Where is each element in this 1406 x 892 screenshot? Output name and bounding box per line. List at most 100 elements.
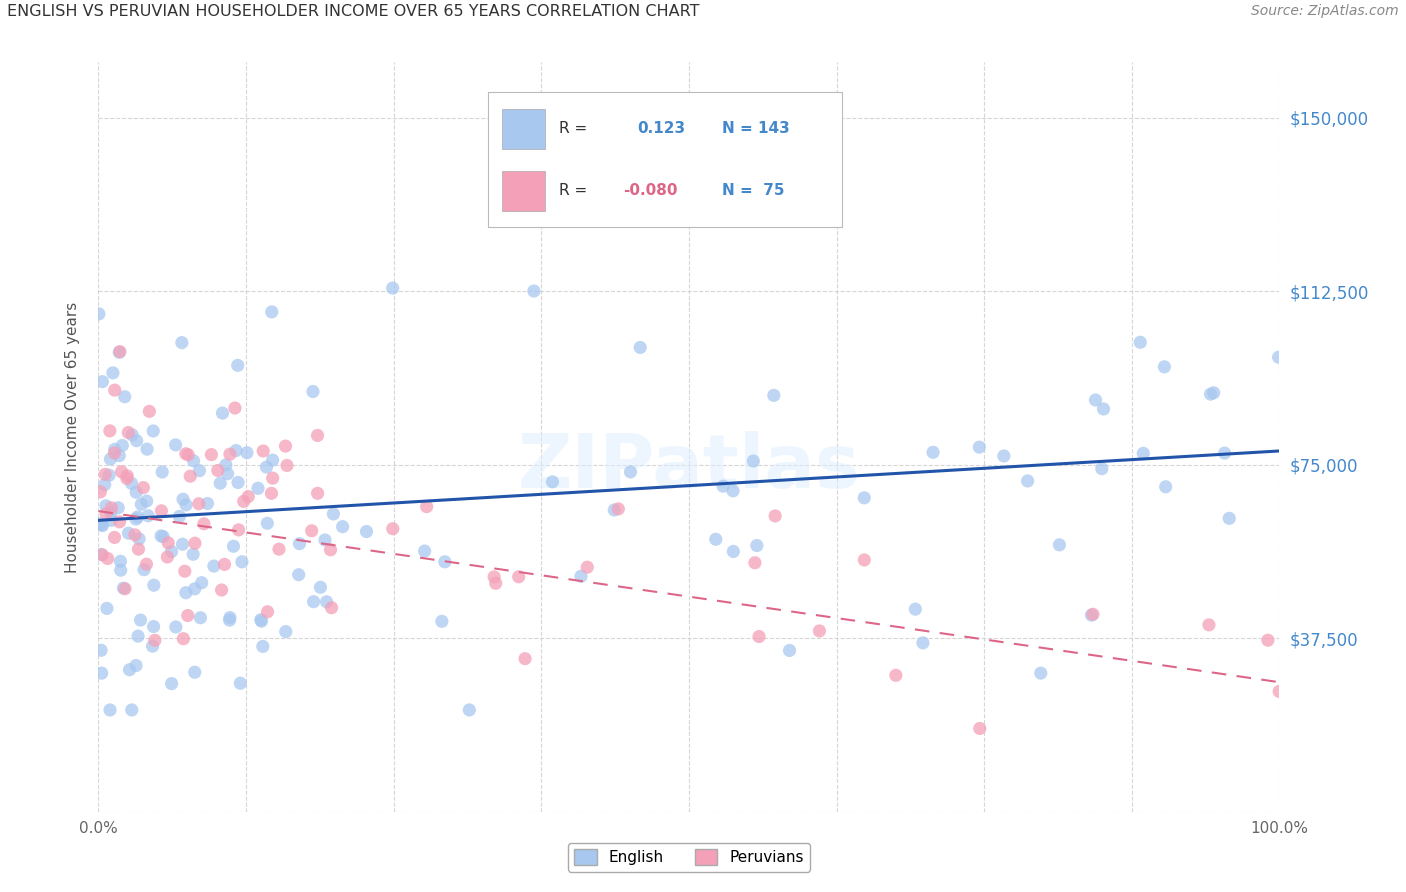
Point: [603, 503, 626, 517]
Point: [172, 537, 194, 551]
Point: [1153, 359, 1175, 374]
Point: [252, 444, 274, 458]
Point: [763, 508, 786, 523]
Point: [108, 344, 131, 359]
Point: [513, 651, 536, 665]
Point: [179, 469, 201, 483]
Point: [219, 447, 242, 461]
Point: [117, 526, 139, 541]
Point: [314, 533, 336, 547]
Point: [117, 425, 139, 440]
Point: [188, 464, 211, 478]
Point: [142, 619, 165, 633]
Point: [993, 449, 1015, 463]
Point: [541, 475, 564, 489]
Point: [1047, 538, 1070, 552]
Point: [922, 445, 945, 459]
Point: [91, 548, 114, 562]
Point: [160, 676, 183, 690]
Point: [236, 446, 259, 460]
Point: [224, 401, 246, 415]
Point: [1218, 511, 1240, 525]
Point: [1084, 392, 1107, 407]
Point: [1091, 461, 1114, 475]
Point: [101, 366, 124, 380]
Point: [1017, 474, 1039, 488]
Point: [100, 452, 122, 467]
Point: [108, 515, 131, 529]
Point: [274, 439, 297, 453]
Point: [160, 544, 183, 558]
Point: [91, 518, 114, 533]
Point: [90, 518, 112, 533]
Point: [125, 434, 148, 448]
Point: [250, 614, 273, 628]
Point: [111, 438, 134, 452]
Point: [433, 555, 456, 569]
Point: [90, 548, 112, 562]
Point: [150, 504, 173, 518]
Point: [381, 522, 404, 536]
Point: [1268, 684, 1291, 698]
Point: [165, 438, 187, 452]
Point: [808, 624, 831, 638]
Y-axis label: Householder Income Over 65 years: Householder Income Over 65 years: [65, 301, 80, 573]
Point: [121, 476, 143, 491]
Point: [302, 595, 325, 609]
Point: [169, 509, 191, 524]
Point: [115, 471, 138, 485]
Point: [225, 443, 247, 458]
Point: [150, 465, 173, 479]
Point: [381, 281, 404, 295]
Point: [222, 539, 245, 553]
Point: [104, 442, 127, 457]
Point: [276, 458, 298, 473]
Point: [231, 555, 253, 569]
Point: [215, 458, 238, 472]
Point: [523, 284, 546, 298]
Point: [135, 557, 157, 571]
Point: [100, 513, 122, 527]
Point: [262, 453, 284, 467]
Point: [118, 663, 141, 677]
Text: ZIPatlas: ZIPatlas: [517, 431, 860, 504]
Point: [744, 556, 766, 570]
Point: [100, 506, 122, 520]
Point: [112, 581, 135, 595]
Point: [141, 639, 163, 653]
Point: [90, 643, 112, 657]
Point: [173, 564, 195, 578]
Point: [1129, 335, 1152, 350]
Point: [307, 486, 329, 500]
Point: [1202, 385, 1225, 400]
Point: [1081, 607, 1104, 622]
Point: [413, 544, 436, 558]
Point: [183, 582, 205, 596]
Point: [156, 549, 179, 564]
Point: [884, 668, 907, 682]
Point: [228, 523, 250, 537]
Point: [288, 537, 311, 551]
Point: [619, 465, 641, 479]
Point: [108, 449, 131, 463]
Point: [315, 595, 337, 609]
Point: [127, 509, 149, 524]
Point: [226, 475, 249, 490]
Point: [748, 630, 770, 644]
Point: [904, 602, 927, 616]
Point: [187, 497, 209, 511]
Point: [217, 467, 239, 481]
Point: [711, 479, 734, 493]
Point: [98, 703, 121, 717]
Legend: English, Peruvians: English, Peruvians: [568, 843, 810, 871]
Point: [121, 703, 143, 717]
Point: [136, 442, 159, 457]
Point: [309, 580, 332, 594]
Point: [94, 499, 117, 513]
Point: [321, 600, 343, 615]
Point: [214, 558, 236, 572]
Point: [114, 390, 136, 404]
Point: [238, 490, 260, 504]
Point: [247, 481, 270, 495]
Point: [250, 613, 273, 627]
